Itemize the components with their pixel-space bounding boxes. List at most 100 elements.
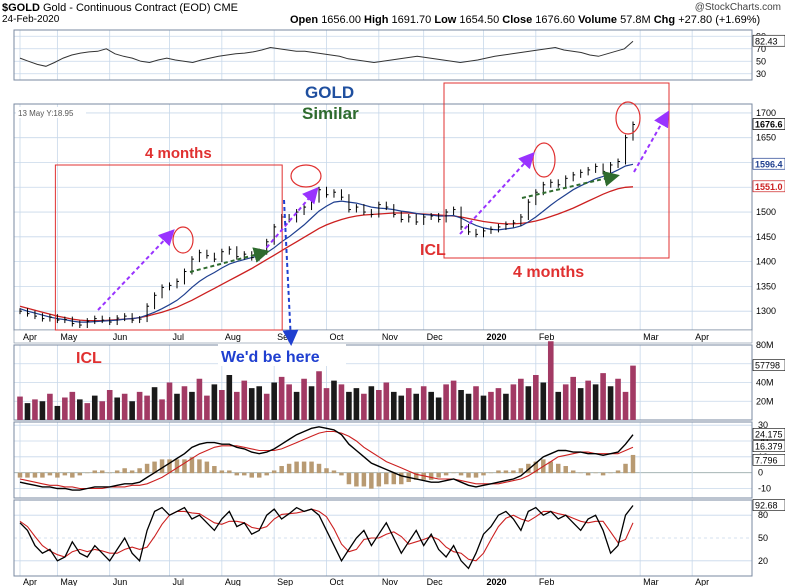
green-trend-arrow-right xyxy=(521,170,620,199)
macd-histogram-bar xyxy=(99,470,105,474)
macd-histogram-bar xyxy=(62,472,68,476)
volume-bar xyxy=(510,384,517,420)
macd-histogram-bar xyxy=(339,472,344,476)
four-months-label-right: 4 months xyxy=(513,264,584,281)
purple-arrow-3 xyxy=(459,152,535,235)
volume-label: Volume xyxy=(578,14,618,26)
macd-histogram-bar xyxy=(399,472,404,485)
x-tick-label: 2020 xyxy=(486,332,506,342)
volume-bar xyxy=(458,390,464,420)
volume-bar xyxy=(503,393,509,420)
rsi-last-label: 82.43 xyxy=(755,36,778,46)
volume-bar xyxy=(607,386,614,420)
purple-arrow-1 xyxy=(97,229,175,311)
macd-histogram-bar xyxy=(114,470,120,474)
volume-bar xyxy=(585,380,591,420)
four-months-label-left: 4 months xyxy=(145,145,212,162)
ma-slow-last-box-label: 1551.0 xyxy=(755,182,783,192)
macd-histogram-bar xyxy=(174,459,180,474)
vol-last-box xyxy=(752,359,785,371)
volume-bar xyxy=(181,386,188,420)
rsi-panel-frame xyxy=(13,29,753,81)
rsi-tick-label: 70 xyxy=(756,44,766,54)
macd-panel-frame xyxy=(13,421,753,499)
macd-histogram-bar xyxy=(503,470,509,474)
macd-histogram-bar xyxy=(623,463,628,474)
x-tick-label-bottom: Dec xyxy=(427,577,444,586)
low-label: Low xyxy=(434,14,457,26)
macd-histogram-bar xyxy=(144,463,150,474)
volume-bar xyxy=(525,386,532,420)
volume-bar xyxy=(518,378,524,420)
volume-bar xyxy=(450,380,457,420)
macd-histogram-bar xyxy=(286,463,292,474)
volume-bar xyxy=(219,390,225,420)
macd-histogram-bar xyxy=(249,472,254,478)
volume-bar xyxy=(495,388,502,420)
close-label: Close xyxy=(502,14,533,26)
macd-histogram-bar xyxy=(70,472,75,478)
macd-histogram-bar xyxy=(212,466,217,474)
volume-bar xyxy=(106,390,113,420)
macd-histogram-bar xyxy=(473,472,479,478)
macd-histogram-bar xyxy=(451,472,456,474)
vol-last-label: 57798 xyxy=(755,361,780,371)
macd-histogram-bar xyxy=(242,472,247,476)
last-close-box-label: 1676.6 xyxy=(755,120,783,130)
x-tick-label: Aug xyxy=(225,332,241,342)
macd-histogram-bar xyxy=(137,468,142,474)
x-tick-label: Nov xyxy=(382,332,399,342)
macd-histogram-bar xyxy=(40,472,45,478)
volume-bar xyxy=(263,393,270,420)
volume-bar xyxy=(144,395,150,420)
macd-histogram-bar xyxy=(369,472,374,489)
volume-bar xyxy=(301,378,307,420)
hover-label: 13 May Y:18.95 xyxy=(18,109,74,118)
x-tick-label: Apr xyxy=(695,332,709,342)
volume-bar xyxy=(488,391,494,420)
volume-bar xyxy=(99,401,106,420)
volume-bar xyxy=(196,378,203,420)
macd-histogram-bar xyxy=(376,472,382,487)
macd-histogram-bar xyxy=(511,470,516,474)
macd-histogram-bar xyxy=(630,454,636,474)
macd-line xyxy=(19,426,634,491)
x-tick-label: Jul xyxy=(173,332,185,342)
close-value: 1676.60 xyxy=(535,14,576,26)
grid-layer xyxy=(13,29,753,577)
x-tick-label-bottom: Jul xyxy=(173,577,185,586)
ma-fast-line xyxy=(19,163,634,323)
macd-histogram-bar xyxy=(55,472,60,478)
macd-histogram-bar xyxy=(301,461,307,474)
macd-histogram-bar xyxy=(526,463,531,474)
volume-bar xyxy=(547,341,554,420)
volume-bar xyxy=(413,393,420,420)
macd-histogram-bar xyxy=(264,472,269,476)
vol-tick-label: 20M xyxy=(756,396,774,406)
hover-label-bg xyxy=(16,107,86,118)
volume-bar xyxy=(174,393,180,420)
macd-histogram-bar xyxy=(413,472,419,480)
macd-last-label: 7.796 xyxy=(755,455,778,465)
volume-bar xyxy=(17,396,23,420)
vol-panel-frame xyxy=(13,344,753,421)
macd-last-box xyxy=(752,454,785,466)
volume-bar xyxy=(54,405,61,420)
volume-bar xyxy=(443,384,449,420)
x-tick-label: Mar xyxy=(643,332,659,342)
macd-histogram-bar xyxy=(92,470,97,474)
high-value: 1691.70 xyxy=(391,14,432,26)
stockcharts-credit: @StockCharts.com xyxy=(694,2,781,13)
volume-bar xyxy=(62,397,68,420)
highlight-circle xyxy=(615,101,641,135)
macd-histogram-bar xyxy=(436,472,441,478)
volume-bar xyxy=(473,386,479,420)
four-months-box-right xyxy=(443,82,670,259)
x-tick-label: May xyxy=(60,332,78,342)
volume-bar xyxy=(435,397,442,420)
macd-histogram-bar xyxy=(271,470,277,474)
price-tick-label: 1300 xyxy=(756,306,776,316)
x-tick-label: Oct xyxy=(330,332,345,342)
macd-histogram-bar xyxy=(578,472,583,474)
macd-histogram-bar xyxy=(570,470,576,474)
